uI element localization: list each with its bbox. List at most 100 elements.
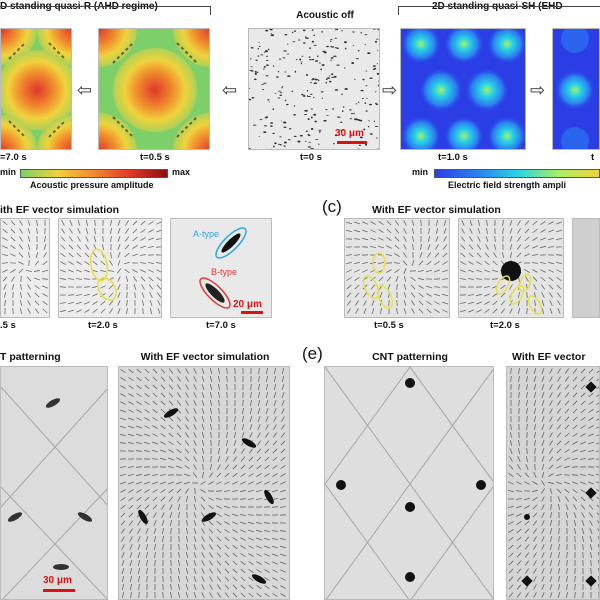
particle: [355, 58, 359, 60]
particle: [283, 145, 286, 147]
particle: [363, 128, 366, 131]
scale-bar: [43, 589, 75, 592]
particle: [374, 40, 378, 43]
electric-field-map-t2: [552, 28, 600, 150]
particle: [349, 118, 353, 120]
colorbar-title: Electric field strength ampli: [448, 180, 567, 190]
particle: [308, 47, 312, 49]
time-label: =7.0 s: [0, 152, 27, 163]
particle: [307, 96, 311, 97]
particle: [329, 80, 332, 83]
particle: [308, 141, 312, 143]
ef-vector-panel: [344, 218, 450, 318]
particle: [320, 148, 322, 149]
particle: [317, 55, 319, 58]
particle: [282, 57, 286, 59]
scale-bar-label: 30 μm: [335, 128, 364, 139]
particle: [332, 108, 334, 110]
ef-vector-panel: [0, 218, 50, 318]
particle: [378, 80, 379, 82]
acoustic-off-image: 30 μm: [248, 28, 380, 150]
particle: [262, 89, 265, 91]
particle: [340, 121, 343, 124]
particle: [250, 66, 253, 68]
particle: [373, 29, 376, 30]
particle: [273, 65, 275, 67]
particle: [341, 93, 343, 96]
particle: [325, 109, 328, 111]
subtitle-ef-simulation: ith EF vector simulation: [0, 204, 120, 216]
particle: [305, 74, 309, 76]
cnt-patterning-image: 30 μm: [0, 366, 108, 600]
particle: [274, 142, 277, 145]
particle: [344, 88, 348, 90]
particle: [257, 47, 259, 50]
panel-letter-c: (c): [322, 197, 342, 216]
particle: [334, 135, 337, 137]
particle: [375, 137, 378, 139]
particle: [349, 109, 352, 111]
particle: [294, 30, 296, 33]
particle: [377, 50, 379, 52]
particle: [265, 55, 269, 57]
particle: [261, 83, 265, 85]
time-label: t=7.0 s: [206, 320, 236, 331]
particle: [304, 109, 308, 112]
particle: [307, 133, 310, 135]
particle: [308, 56, 311, 58]
particle: [249, 98, 252, 101]
particle: [331, 73, 334, 76]
particle: [311, 40, 315, 43]
particle: [337, 116, 341, 118]
particle: [301, 93, 304, 96]
particle: [287, 75, 291, 77]
particle: [297, 140, 301, 143]
particle: [314, 78, 318, 81]
colorbar-min-label: min: [412, 167, 429, 177]
particle: [377, 29, 379, 31]
particle: [321, 64, 325, 66]
arrow-left-icon: ⇦: [77, 80, 93, 100]
particle: [333, 142, 335, 145]
particle: [263, 82, 267, 84]
colorbar-max-label: max: [172, 167, 191, 177]
particle: [342, 110, 344, 113]
particle: [331, 76, 335, 78]
particle: [366, 97, 368, 99]
particle: [298, 39, 301, 41]
particle: [325, 78, 328, 80]
particle: [377, 84, 379, 87]
particle: [330, 57, 334, 59]
particle: [335, 29, 338, 30]
particle: [320, 91, 324, 93]
particle: [279, 58, 281, 60]
particle: [252, 124, 257, 126]
particle: [287, 53, 289, 55]
arrow-right-icon: ⇨: [382, 80, 398, 100]
particle: [283, 126, 287, 128]
particle: [310, 116, 313, 119]
particle: [365, 70, 368, 72]
particle: [272, 108, 275, 110]
particle: [359, 136, 363, 139]
particle: [266, 64, 269, 66]
particle: [292, 41, 296, 43]
particle: [313, 44, 317, 46]
electric-field-colorbar: [434, 169, 600, 178]
ef-vector-panel: [458, 218, 564, 318]
particle: [270, 125, 273, 127]
particle: [279, 94, 283, 97]
particle: [330, 39, 333, 40]
particle: [293, 105, 296, 107]
particle: [354, 118, 358, 121]
subtitle-ef-simulation: With EF vector simulation: [372, 204, 501, 216]
particle: [254, 70, 257, 73]
particle: [343, 41, 347, 44]
subtitle-ef-simulation: With EF vector: [512, 351, 586, 363]
time-label: t=0.5 s: [140, 152, 170, 163]
particle: [267, 99, 270, 101]
particle: [353, 112, 355, 115]
particle: [308, 59, 312, 61]
particle: [357, 50, 360, 52]
particle: [304, 114, 308, 115]
